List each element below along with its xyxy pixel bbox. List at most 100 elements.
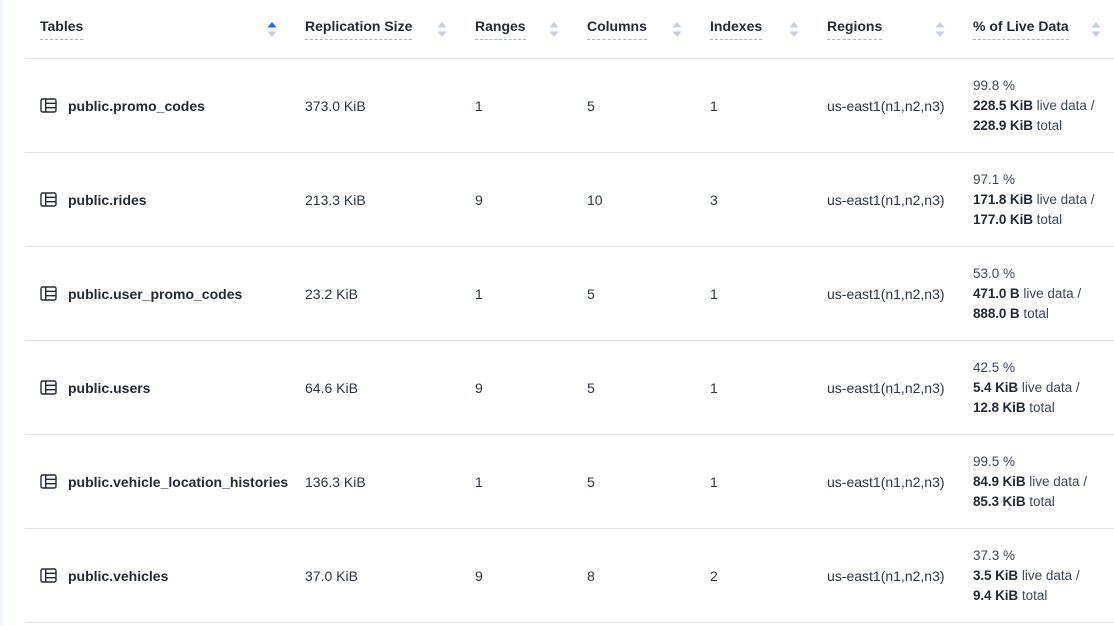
columns-cell: 5	[572, 58, 695, 153]
table-name-cell: public.rides	[25, 152, 290, 247]
live-data-percent: 37.3 %	[973, 547, 1016, 563]
table-row[interactable]: public.promo_codes 373.0 KiB 1 5 1 us-ea…	[25, 58, 1114, 153]
sort-icon[interactable]	[1091, 21, 1101, 37]
live-data-size: 471.0 B live data /	[973, 285, 1082, 301]
live-data-cell: 42.5 % 5.4 KiB live data / 12.8 KiB tota…	[958, 340, 1114, 435]
column-header-label[interactable]: Tables	[40, 18, 84, 40]
live-data-percent: 42.5 %	[973, 359, 1016, 375]
ranges-cell: 9	[460, 152, 572, 247]
table-name-link[interactable]: public.rides	[68, 191, 147, 208]
column-header-columns[interactable]: Columns	[572, 0, 695, 59]
table-name-link[interactable]: public.vehicles	[68, 567, 169, 584]
total-data-size: 9.4 KiB total	[973, 587, 1048, 603]
total-data-size: 888.0 B total	[973, 305, 1049, 321]
indexes-cell: 1	[695, 246, 812, 341]
replication-size-cell: 37.0 KiB	[290, 528, 460, 623]
total-data-size: 177.0 KiB total	[973, 211, 1063, 227]
replication-size-cell: 213.3 KiB	[290, 152, 460, 247]
sort-icon[interactable]	[672, 21, 682, 37]
columns-cell: 10	[572, 152, 695, 247]
tables-table: Tables Replication Size Ranges	[25, 0, 1114, 623]
live-data-cell: 97.1 % 171.8 KiB live data / 177.0 KiB t…	[958, 152, 1114, 247]
replication-size-cell: 136.3 KiB	[290, 434, 460, 529]
indexes-cell: 1	[695, 58, 812, 153]
table-name-link[interactable]: public.user_promo_codes	[68, 285, 243, 302]
columns-cell: 8	[572, 528, 695, 623]
table-name-cell: public.vehicle_location_histories	[25, 434, 290, 529]
table-header: Tables Replication Size Ranges	[25, 0, 1114, 59]
regions-cell: us-east1(n1,n2,n3)	[812, 340, 958, 435]
table-icon	[40, 286, 57, 301]
table-name-link[interactable]: public.promo_codes	[68, 97, 205, 114]
table-icon	[40, 474, 57, 489]
table-row[interactable]: public.vehicle_location_histories 136.3 …	[25, 434, 1114, 529]
regions-cell: us-east1(n1,n2,n3)	[812, 528, 958, 623]
column-header-replication-size[interactable]: Replication Size	[290, 0, 460, 59]
column-header-label[interactable]: % of Live Data	[973, 18, 1069, 40]
column-header-regions[interactable]: Regions	[812, 0, 958, 59]
regions-cell: us-east1(n1,n2,n3)	[812, 152, 958, 247]
live-data-cell: 53.0 % 471.0 B live data / 888.0 B total	[958, 246, 1114, 341]
total-data-size: 12.8 KiB total	[973, 399, 1055, 415]
columns-cell: 5	[572, 434, 695, 529]
ranges-cell: 9	[460, 340, 572, 435]
table-name-cell: public.promo_codes	[25, 58, 290, 153]
regions-cell: us-east1(n1,n2,n3)	[812, 434, 958, 529]
live-data-size: 5.4 KiB live data /	[973, 379, 1080, 395]
sort-icon[interactable]	[437, 21, 447, 37]
indexes-cell: 3	[695, 152, 812, 247]
columns-cell: 5	[572, 246, 695, 341]
replication-size-cell: 64.6 KiB	[290, 340, 460, 435]
ranges-cell: 9	[460, 528, 572, 623]
table-icon	[40, 192, 57, 207]
regions-cell: us-east1(n1,n2,n3)	[812, 58, 958, 153]
replication-size-cell: 373.0 KiB	[290, 58, 460, 153]
column-header-indexes[interactable]: Indexes	[695, 0, 812, 59]
column-header-ranges[interactable]: Ranges	[460, 0, 572, 59]
table-icon	[40, 380, 57, 395]
live-data-cell: 37.3 % 3.5 KiB live data / 9.4 KiB total	[958, 528, 1114, 623]
column-header-label[interactable]: Regions	[827, 18, 883, 40]
sort-icon[interactable]	[935, 21, 945, 37]
table-row[interactable]: public.rides 213.3 KiB 9 10 3 us-east1(n…	[25, 152, 1114, 247]
live-data-cell: 99.8 % 228.5 KiB live data / 228.9 KiB t…	[958, 58, 1114, 153]
column-header-live-data[interactable]: % of Live Data	[958, 0, 1114, 59]
indexes-cell: 2	[695, 528, 812, 623]
total-data-size: 228.9 KiB total	[973, 117, 1063, 133]
live-data-cell: 99.5 % 84.9 KiB live data / 85.3 KiB tot…	[958, 434, 1114, 529]
table-row[interactable]: public.users 64.6 KiB 9 5 1 us-east1(n1,…	[25, 340, 1114, 435]
ranges-cell: 1	[460, 246, 572, 341]
left-edge-band	[0, 0, 3, 626]
live-data-size: 228.5 KiB live data /	[973, 97, 1095, 113]
table-name-cell: public.user_promo_codes	[25, 246, 290, 341]
column-header-label[interactable]: Replication Size	[305, 18, 413, 40]
table-row[interactable]: public.vehicles 37.0 KiB 9 8 2 us-east1(…	[25, 528, 1114, 623]
table-icon	[40, 98, 57, 113]
column-header-label[interactable]: Indexes	[710, 18, 763, 40]
table-name-cell: public.vehicles	[25, 528, 290, 623]
table-row[interactable]: public.user_promo_codes 23.2 KiB 1 5 1 u…	[25, 246, 1114, 341]
indexes-cell: 1	[695, 434, 812, 529]
column-header-label[interactable]: Ranges	[475, 18, 526, 40]
table-name-cell: public.users	[25, 340, 290, 435]
sort-icon[interactable]	[267, 21, 277, 37]
live-data-percent: 53.0 %	[973, 265, 1016, 281]
live-data-size: 171.8 KiB live data /	[973, 191, 1095, 207]
live-data-percent: 99.5 %	[973, 453, 1016, 469]
table-body: public.promo_codes 373.0 KiB 1 5 1 us-ea…	[25, 58, 1114, 623]
regions-cell: us-east1(n1,n2,n3)	[812, 246, 958, 341]
live-data-size: 84.9 KiB live data /	[973, 473, 1088, 489]
table-name-link[interactable]: public.vehicle_location_histories	[68, 473, 289, 490]
live-data-size: 3.5 KiB live data /	[973, 567, 1080, 583]
replication-size-cell: 23.2 KiB	[290, 246, 460, 341]
table-icon	[40, 568, 57, 583]
total-data-size: 85.3 KiB total	[973, 493, 1055, 509]
column-header-tables[interactable]: Tables	[25, 0, 290, 59]
indexes-cell: 1	[695, 340, 812, 435]
sort-icon[interactable]	[549, 21, 559, 37]
columns-cell: 5	[572, 340, 695, 435]
column-header-label[interactable]: Columns	[587, 18, 647, 40]
table-name-link[interactable]: public.users	[68, 379, 151, 396]
sort-icon[interactable]	[789, 21, 799, 37]
